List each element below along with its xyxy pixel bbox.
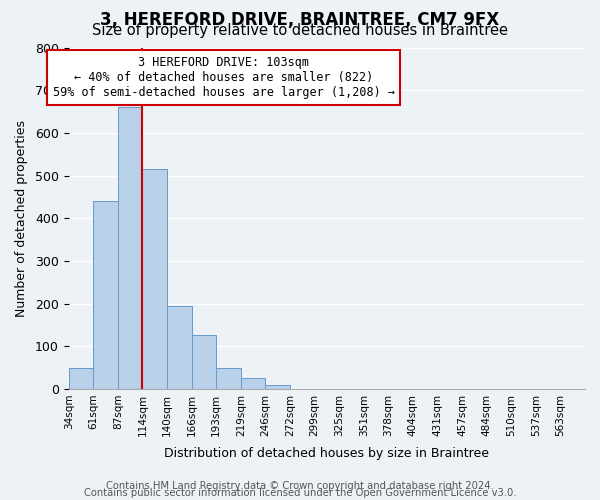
- Text: 3 HEREFORD DRIVE: 103sqm
← 40% of detached houses are smaller (822)
59% of semi-: 3 HEREFORD DRIVE: 103sqm ← 40% of detach…: [53, 56, 395, 99]
- Text: 3, HEREFORD DRIVE, BRAINTREE, CM7 9FX: 3, HEREFORD DRIVE, BRAINTREE, CM7 9FX: [100, 12, 500, 30]
- Bar: [241, 378, 265, 389]
- Bar: [118, 107, 142, 389]
- Y-axis label: Number of detached properties: Number of detached properties: [15, 120, 28, 316]
- X-axis label: Distribution of detached houses by size in Braintree: Distribution of detached houses by size …: [164, 447, 490, 460]
- Text: Contains public sector information licensed under the Open Government Licence v3: Contains public sector information licen…: [84, 488, 516, 498]
- Bar: [216, 368, 241, 389]
- Bar: [93, 201, 118, 389]
- Bar: [142, 169, 167, 389]
- Bar: [167, 306, 191, 389]
- Text: Size of property relative to detached houses in Braintree: Size of property relative to detached ho…: [92, 22, 508, 38]
- Bar: [68, 368, 93, 389]
- Bar: [265, 386, 290, 389]
- Text: Contains HM Land Registry data © Crown copyright and database right 2024.: Contains HM Land Registry data © Crown c…: [106, 481, 494, 491]
- Bar: [191, 334, 216, 389]
